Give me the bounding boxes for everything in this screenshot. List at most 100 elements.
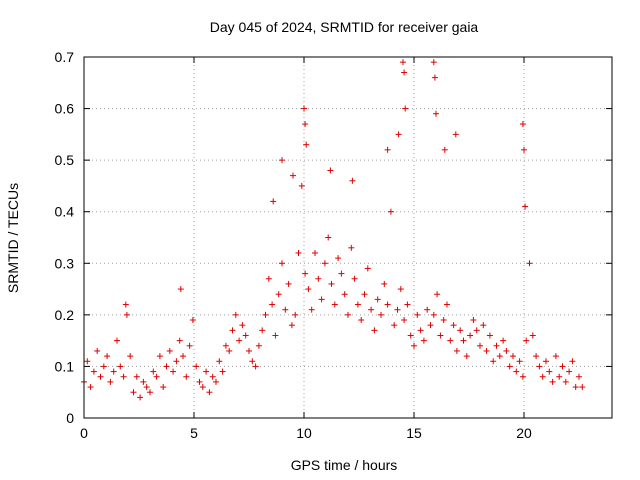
data-point — [503, 347, 510, 354]
data-point — [387, 208, 394, 215]
data-point — [279, 157, 285, 164]
data-point — [303, 141, 310, 148]
data-point — [327, 167, 334, 174]
x-axis-title: GPS time / hours — [291, 457, 398, 473]
y-tick-label: 0 — [66, 410, 74, 426]
data-point — [496, 353, 503, 360]
data-point — [351, 275, 358, 282]
data-point — [130, 389, 137, 396]
data-point — [444, 301, 450, 308]
data-point — [440, 317, 447, 324]
data-point — [460, 337, 467, 344]
data-point — [549, 378, 556, 385]
data-point — [519, 373, 526, 380]
data-point — [199, 384, 206, 391]
data-point — [457, 327, 464, 334]
data-point — [486, 332, 493, 339]
data-point — [433, 110, 439, 117]
data-point — [239, 322, 246, 329]
data-point — [401, 69, 408, 76]
data-point — [270, 198, 277, 205]
data-point — [368, 306, 375, 313]
data-point — [265, 275, 272, 282]
data-point — [150, 368, 157, 375]
data-point — [295, 249, 302, 256]
data-point — [160, 384, 167, 391]
data-point — [305, 286, 312, 293]
y-axis-title: SRMTID / TECUs — [5, 183, 21, 293]
data-point — [523, 337, 530, 344]
data-point — [404, 301, 411, 308]
data-point — [522, 203, 529, 210]
data-point — [90, 368, 97, 375]
data-point — [521, 146, 527, 153]
data-point — [331, 301, 338, 308]
data-point — [556, 373, 563, 380]
x-tick-label: 15 — [406, 425, 422, 441]
data-point — [354, 301, 361, 308]
data-point — [430, 311, 437, 318]
data-point — [378, 311, 384, 318]
data-point — [452, 131, 459, 138]
data-point — [447, 337, 454, 344]
data-point — [209, 373, 216, 380]
data-point — [552, 353, 559, 360]
data-point — [176, 337, 183, 344]
data-point — [252, 363, 259, 370]
data-point — [414, 311, 421, 318]
data-point — [213, 378, 219, 385]
data-point — [566, 368, 573, 375]
data-point — [226, 347, 233, 354]
data-point — [519, 121, 526, 128]
data-point — [526, 260, 533, 267]
data-point — [480, 322, 487, 329]
data-point — [315, 275, 322, 282]
data-point — [156, 353, 163, 360]
y-tick-labels: 0 0.1 0.2 0.3 0.4 0.5 0.6 0.7 — [55, 49, 75, 426]
data-point — [576, 373, 582, 380]
y-tick-label: 0.4 — [55, 204, 75, 220]
data-point — [183, 373, 190, 380]
data-point — [189, 317, 196, 324]
data-point — [401, 317, 408, 324]
data-point — [302, 121, 309, 128]
data-point — [371, 327, 378, 334]
data-point — [381, 280, 388, 287]
data-point — [345, 311, 351, 318]
x-tick-label: 0 — [80, 425, 88, 441]
x-tick-label: 5 — [190, 425, 198, 441]
data-point — [298, 182, 305, 189]
data-point — [424, 306, 431, 313]
data-point — [341, 291, 348, 298]
data-point — [87, 384, 94, 391]
data-point — [123, 311, 130, 318]
data-point — [562, 378, 569, 385]
data-point — [153, 373, 160, 380]
x-tick-label: 10 — [296, 425, 312, 441]
data-point — [490, 358, 497, 365]
data-point — [321, 260, 328, 267]
y-tick-label: 0.2 — [55, 307, 75, 323]
data-point — [279, 260, 285, 267]
data-point — [104, 353, 111, 360]
data-point — [361, 291, 368, 298]
y-tick-label: 0.1 — [55, 358, 75, 374]
data-point — [402, 105, 409, 112]
data-point — [335, 255, 342, 262]
data-point — [216, 358, 223, 365]
data-point — [137, 394, 144, 401]
data-point — [434, 291, 441, 298]
data-point — [506, 363, 513, 370]
data-point — [282, 306, 289, 313]
data-point — [117, 363, 124, 370]
data-point — [510, 353, 516, 360]
data-point — [203, 368, 210, 375]
data-point — [229, 327, 236, 334]
data-point — [236, 337, 243, 344]
data-point — [110, 368, 117, 375]
data-point — [97, 373, 104, 380]
data-point — [163, 363, 170, 370]
data-point — [246, 347, 252, 354]
axis-ticks — [83, 56, 612, 419]
data-point — [467, 332, 474, 339]
